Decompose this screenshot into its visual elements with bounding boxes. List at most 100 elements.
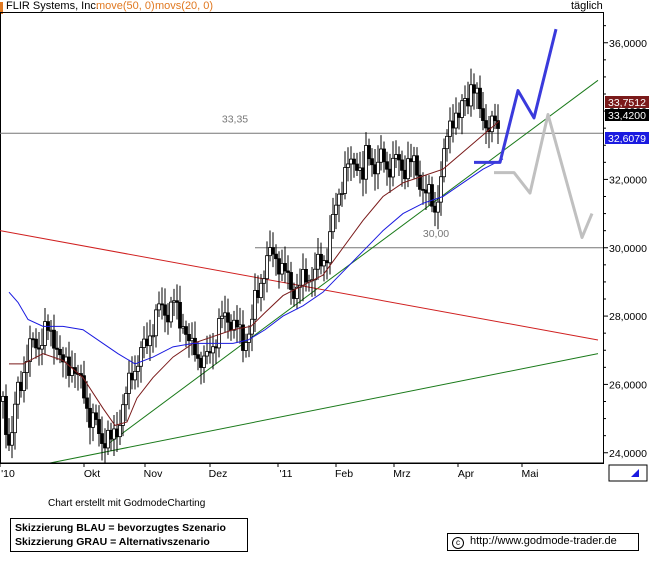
candle-body <box>49 329 53 332</box>
y-tick-label: 32,0000 <box>609 174 647 186</box>
candle-body <box>124 393 128 406</box>
candle-body <box>445 135 449 150</box>
grid: 33,35 30,00 <box>0 12 604 464</box>
candle-body <box>334 204 338 215</box>
candle-body <box>346 163 350 168</box>
candle-body <box>187 333 191 342</box>
candle-body <box>436 201 440 213</box>
candle-body <box>40 345 44 350</box>
x-tick-label: Okt <box>84 468 100 480</box>
candle-body <box>382 148 386 163</box>
candle-body <box>31 338 35 341</box>
candle-body <box>304 269 308 283</box>
candle-body <box>202 355 206 368</box>
candle-body <box>205 351 209 357</box>
candle-body <box>367 145 371 160</box>
plot-frame <box>0 12 604 464</box>
x-tick-label: Nov <box>144 468 163 480</box>
candle-body <box>295 286 299 299</box>
candle-body <box>151 335 155 338</box>
candle-body <box>229 321 233 331</box>
candle-body <box>25 361 29 373</box>
price-tag <box>605 109 649 121</box>
candle-body <box>121 404 125 426</box>
candle-body <box>109 429 113 440</box>
ma50-label: move(50, 0) <box>96 0 155 12</box>
x-tick-label: Apr <box>458 468 475 480</box>
candle-body <box>379 148 383 163</box>
candle-body <box>175 300 179 303</box>
candle-body <box>112 428 116 440</box>
candle-body <box>337 193 341 206</box>
candle-body <box>478 87 482 110</box>
candle-body <box>160 303 164 306</box>
candle-body <box>439 176 443 203</box>
candle-body <box>469 84 473 107</box>
candle-body <box>253 290 257 320</box>
candle-body <box>448 120 452 137</box>
scroll-arrow-icon <box>631 469 639 477</box>
candle-body <box>364 145 368 180</box>
candle-body <box>169 301 173 323</box>
url-text: http://www.godmode-trader.de <box>470 535 617 547</box>
candle-body <box>481 108 485 121</box>
candle-body <box>211 346 215 354</box>
source-url[interactable]: c http://www.godmode-trader.de <box>447 533 639 551</box>
candle-body <box>88 407 92 428</box>
candle-body <box>472 84 476 94</box>
header-marker <box>0 2 3 14</box>
candle-body <box>430 184 434 207</box>
candle-body <box>325 260 329 264</box>
candle-body <box>490 115 494 133</box>
moving-averages <box>8 120 504 426</box>
candle-body <box>328 231 332 264</box>
candle-body <box>133 370 137 381</box>
ma20-line <box>8 158 504 365</box>
candle-body <box>265 255 269 280</box>
candle-body <box>244 342 248 351</box>
candle-body <box>301 269 305 286</box>
price-series <box>1 68 500 463</box>
candle-body <box>139 347 143 367</box>
x-tick-label: '11 <box>280 468 293 480</box>
legend-blue: Skizzierung BLAU = bevorzugtes Szenario <box>15 522 226 534</box>
candle-body <box>424 189 428 194</box>
candle-body <box>10 432 14 446</box>
candle-body <box>352 158 356 165</box>
candle-body <box>403 169 407 180</box>
candle-body <box>349 158 353 165</box>
candle-body <box>166 314 170 323</box>
axes: 24,000026,000028,000030,000032,000034,00… <box>0 25 649 482</box>
candle-body <box>94 412 98 420</box>
price-tag-label: 33,7512 <box>608 97 646 109</box>
candle-body <box>475 87 479 94</box>
candle-body <box>496 120 500 129</box>
candle-body <box>280 263 284 275</box>
scenario-grey-path <box>494 113 594 239</box>
candle-body <box>388 168 392 178</box>
company-name: FLIR Systems, Inc. <box>6 0 99 12</box>
candle-body <box>256 290 260 298</box>
candle-body <box>100 433 104 444</box>
candle-body <box>106 429 110 449</box>
candle-body <box>184 326 188 335</box>
candle-body <box>409 158 413 163</box>
candle-body <box>16 381 20 405</box>
candle-body <box>241 324 245 351</box>
candle-body <box>43 321 47 346</box>
y-tick-label: 28,0000 <box>609 311 647 323</box>
candle-body <box>358 167 362 171</box>
candle-body <box>289 272 293 290</box>
period-label: täglich <box>571 0 603 12</box>
y-tick-label: 24,0000 <box>609 448 647 460</box>
y-tick-label: 26,0000 <box>609 379 647 391</box>
candle-body <box>37 347 41 350</box>
ma20-label: movs(20, 0) <box>155 0 214 12</box>
candle-body <box>394 154 398 159</box>
candle-body <box>319 253 323 267</box>
candle-body <box>493 115 497 122</box>
candle-body <box>34 338 38 349</box>
candle-body <box>181 326 185 329</box>
candle-body <box>400 159 404 171</box>
